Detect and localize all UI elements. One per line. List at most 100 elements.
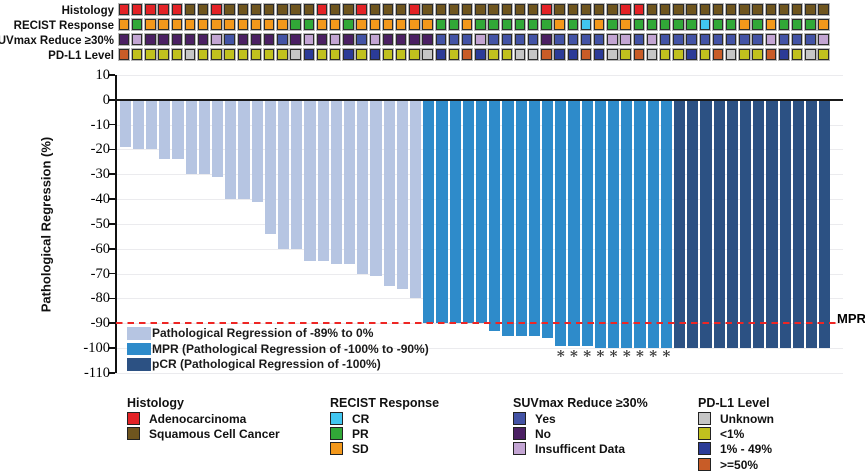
- legend-swatch: [330, 412, 343, 425]
- pdl1-level-cell: [250, 49, 262, 60]
- track-label: RECIST Response: [13, 19, 114, 32]
- pdl1-level-cell: [237, 49, 248, 60]
- legend-item-label: SD: [352, 442, 369, 457]
- bar: [462, 101, 475, 324]
- legend-item-label: Yes: [535, 412, 556, 426]
- bar: [713, 101, 725, 349]
- bar: [304, 101, 316, 262]
- bar: [687, 101, 699, 349]
- bar: [159, 101, 171, 160]
- pdl1-level-cell: [541, 49, 552, 60]
- recist-response-cell: [263, 19, 275, 30]
- legend-item-label: Squamous Cell Cancer: [149, 427, 280, 442]
- recist-response-cell: [237, 19, 248, 30]
- pdl1-level-cell: [725, 49, 737, 60]
- y-tick: [109, 347, 116, 349]
- asterisk-marker: *: [596, 347, 605, 366]
- suvmax-reduce-cell: [805, 34, 816, 45]
- legend-swatch: [698, 457, 711, 471]
- histology-cell: [607, 4, 618, 15]
- recist-response-cell: [580, 19, 592, 30]
- bar: [528, 101, 541, 336]
- pdl1-level-cell: [197, 49, 209, 60]
- recist-response-cell: [541, 19, 552, 30]
- legend-swatch: [513, 442, 526, 456]
- recist-response-cell: [184, 19, 196, 30]
- suvmax-reduce-cell: [712, 34, 724, 45]
- histology-cell: [422, 4, 433, 15]
- recist-response-cell: [158, 19, 169, 30]
- recist-response-cell: [607, 19, 618, 30]
- suvmax-reduce-cell: [739, 34, 750, 45]
- suvmax-reduce-cell: [277, 34, 288, 45]
- bar: [423, 101, 435, 324]
- y-axis-title: Pathological Regression (%): [38, 136, 54, 313]
- recist-response-cell: [382, 19, 394, 30]
- suvmax-reduce-cell: [818, 34, 829, 45]
- suvmax-reduce-cell: [580, 34, 592, 45]
- recist-response-cell: [699, 19, 710, 30]
- bar: [264, 101, 277, 234]
- histology-cell: [316, 4, 328, 15]
- pdl1-level-cell: [211, 49, 222, 60]
- recist-response-cell: [593, 19, 605, 30]
- histology-cell: [725, 4, 737, 15]
- pdl1-level-cell: [620, 49, 631, 60]
- recist-response-cell: [739, 19, 750, 30]
- suvmax-reduce-cell: [646, 34, 658, 45]
- recist-response-cell: [778, 19, 790, 30]
- pdl1-level-cell: [607, 49, 618, 60]
- bar: [344, 101, 356, 264]
- histology-cell: [237, 4, 248, 15]
- histology-cell: [739, 4, 750, 15]
- plot-legend-swatch: [127, 342, 151, 356]
- legend-group-title: SUVmax Reduce ≥30%: [513, 396, 648, 410]
- histology-cell: [409, 4, 420, 15]
- histology-cell: [118, 4, 130, 15]
- pdl1-level-cell: [131, 49, 143, 60]
- asterisk-marker: *: [583, 347, 592, 366]
- y-tick: [109, 322, 116, 325]
- bar: [621, 101, 633, 349]
- pdl1-level-cell: [554, 49, 565, 60]
- suvmax-reduce-cell: [541, 34, 552, 45]
- histology-cell: [303, 4, 314, 15]
- y-tick: [109, 247, 116, 250]
- legend-group-title: RECIST Response: [330, 396, 440, 410]
- histology-cell: [712, 4, 724, 15]
- zero-line: [115, 98, 843, 102]
- suvmax-reduce-cell: [382, 34, 394, 45]
- asterisk-marker: *: [556, 347, 565, 366]
- recist-response-cell: [673, 19, 684, 30]
- suvmax-reduce-cell: [554, 34, 565, 45]
- histology-cell: [488, 4, 499, 15]
- suvmax-reduce-cell: [118, 34, 130, 45]
- legend-item-label: CR: [352, 412, 370, 426]
- y-tick-label: -80: [90, 290, 110, 307]
- legend-swatch: [127, 427, 140, 441]
- y-tick: [109, 272, 116, 275]
- legend-swatch: [698, 412, 711, 425]
- recist-response-cell: [118, 19, 130, 30]
- suvmax-reduce-cell: [145, 34, 156, 45]
- recist-response-cell: [131, 19, 143, 30]
- suvmax-reduce-cell: [620, 34, 631, 45]
- suvmax-reduce-cell: [263, 34, 275, 45]
- pdl1-level-cell: [329, 49, 341, 60]
- suvmax-reduce-cell: [343, 34, 354, 45]
- histology-cell: [541, 4, 552, 15]
- mpr-reference-line: [116, 322, 837, 325]
- pdl1-level-cell: [343, 49, 354, 60]
- bar: [779, 101, 791, 349]
- pdl1-level-cell: [580, 49, 592, 60]
- recist-response-cell: [316, 19, 328, 30]
- recist-response-cell: [567, 19, 578, 30]
- y-tick: [109, 74, 116, 76]
- suvmax-reduce-cell: [409, 34, 420, 45]
- recist-response-cell: [725, 19, 737, 30]
- bar: [700, 101, 712, 349]
- bar: [330, 101, 343, 264]
- histology-cell: [686, 4, 697, 15]
- pdl1-level-cell: [805, 49, 816, 60]
- pdl1-level-cell: [633, 49, 644, 60]
